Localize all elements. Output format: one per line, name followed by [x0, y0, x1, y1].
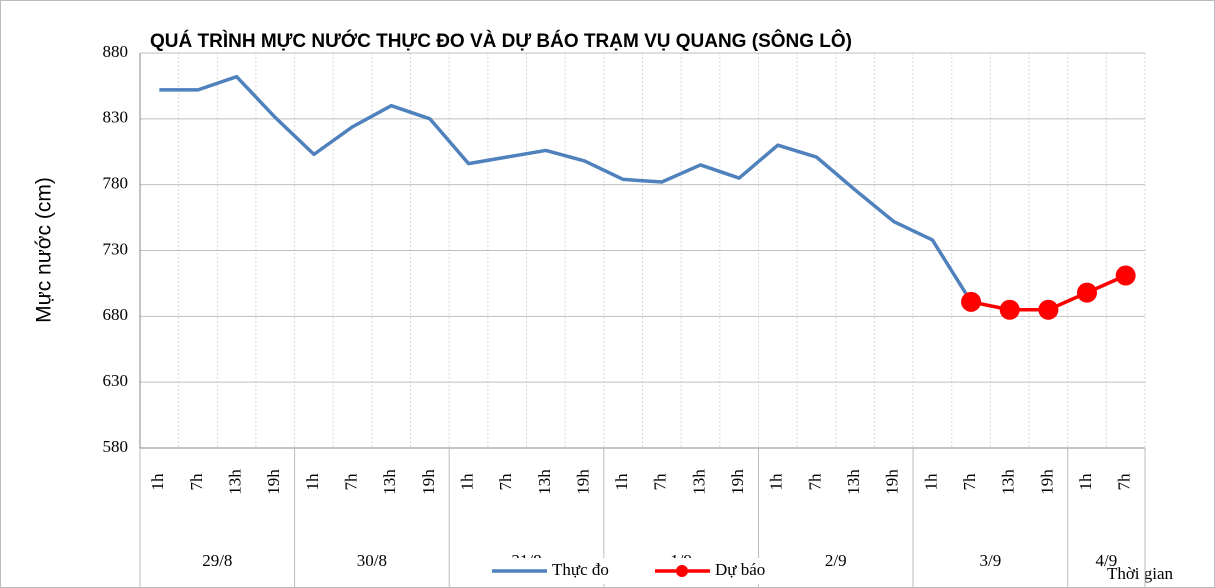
- y-tick-label: 780: [103, 174, 129, 193]
- x-tick-label: 13h: [844, 469, 863, 495]
- x-tick-label: 13h: [999, 469, 1018, 495]
- x-tick-label: 1h: [457, 473, 476, 491]
- y-tick-label: 880: [103, 42, 129, 61]
- x-tick-label: 1h: [1076, 473, 1095, 491]
- marker: [1077, 282, 1098, 303]
- x-tick-label: 19h: [264, 469, 283, 495]
- marker: [961, 291, 982, 312]
- y-tick-label: 580: [103, 437, 129, 456]
- y-tick-label: 730: [103, 239, 129, 258]
- series-line: [159, 74, 973, 303]
- x-tick-label: 13h: [689, 469, 708, 495]
- x-tick-label: 19h: [728, 469, 747, 495]
- group-label: 30/8: [357, 551, 387, 570]
- x-tick-label: 7h: [805, 473, 824, 491]
- x-tick-label: 19h: [419, 469, 438, 495]
- y-axis-label: Mực nước (cm): [33, 177, 56, 323]
- x-tick-label: 7h: [960, 473, 979, 491]
- group-label: 4/9: [1095, 551, 1117, 570]
- legend-label: Dự báo: [715, 560, 765, 579]
- x-tick-label: 7h: [342, 473, 361, 491]
- x-tick-label: 1h: [303, 473, 322, 491]
- x-tick-label: 13h: [380, 469, 399, 495]
- x-tick-label: 1h: [612, 473, 631, 491]
- x-tick-label: 7h: [496, 473, 515, 491]
- x-tick-label: 1h: [767, 473, 786, 491]
- x-tick-label: 19h: [1037, 469, 1056, 495]
- x-axis-label: Thời gian: [1107, 564, 1174, 583]
- x-tick-label: 19h: [573, 469, 592, 495]
- x-tick-label: 7h: [187, 473, 206, 491]
- marker: [999, 299, 1020, 320]
- group-label: 2/9: [825, 551, 847, 570]
- x-tick-label: 19h: [883, 469, 902, 495]
- legend-label: Thực đo: [552, 560, 609, 579]
- x-tick-label: 7h: [1115, 473, 1134, 491]
- chart-title: QUÁ TRÌNH MỰC NƯỚC THỰC ĐO VÀ DỰ BÁO TRẠ…: [150, 30, 852, 52]
- y-tick-label: 680: [103, 305, 129, 324]
- x-tick-label: 7h: [651, 473, 670, 491]
- y-tick-label: 630: [103, 371, 129, 390]
- legend-marker: [676, 565, 688, 577]
- x-tick-label: 1h: [148, 473, 167, 491]
- y-tick-label: 830: [103, 108, 129, 127]
- x-tick-label: 13h: [535, 469, 554, 495]
- marker: [1115, 265, 1136, 286]
- marker: [1038, 299, 1059, 320]
- x-tick-label: 13h: [226, 469, 245, 495]
- group-label: 29/8: [202, 551, 232, 570]
- group-label: 3/9: [980, 551, 1002, 570]
- x-tick-label: 1h: [921, 473, 940, 491]
